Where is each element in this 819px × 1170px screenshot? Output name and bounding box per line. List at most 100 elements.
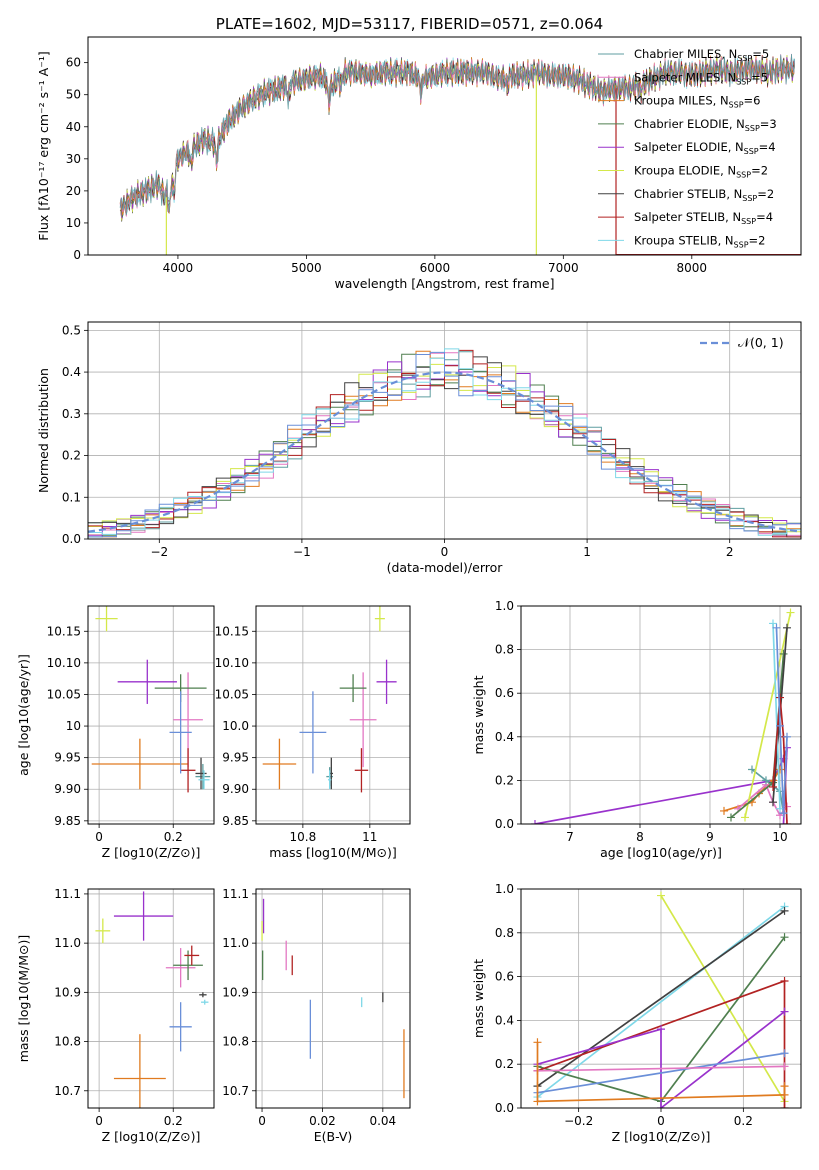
age_vs_mass-frame	[255, 605, 411, 825]
spectrum-ytick-label: 10	[66, 216, 81, 230]
legend-label-sub: SSP	[734, 240, 749, 249]
residuals-xtick-label: 2	[726, 545, 734, 559]
spectrum-xtick-label: 7000	[548, 261, 579, 275]
residuals-ytick-label: 0.1	[62, 490, 81, 504]
legend-label-tail: =6	[744, 94, 761, 108]
weight_vs_Z-line-8	[536, 1042, 786, 1103]
residuals-xtick-label: 0	[441, 545, 449, 559]
mass_vs_Z-xtick-label: 0	[95, 1114, 103, 1128]
mass_vs_ebv-ytick-label: 10.8	[222, 1035, 249, 1049]
spectrum-xtick-label: 4000	[163, 261, 194, 275]
weight_vs_age-line-7	[772, 623, 781, 809]
legend-label-tail: =5	[752, 47, 769, 61]
weight_vs_Z-xlabel: Z [log10(Z/Z⊙)]	[612, 1129, 711, 1144]
weight_vs_age-line-4	[744, 612, 792, 818]
age_vs_Z-ylabel: age [log10(age/yr)]	[16, 654, 31, 776]
weight_vs_Z-marker-8-0	[533, 1038, 542, 1047]
legend-label-6: Chabrier STELIB, NSSP=2	[634, 187, 774, 203]
page-title: PLATE=1602, MJD=53117, FIBERID=0571, z=0…	[216, 15, 603, 33]
legend-label-sub: SSP	[736, 77, 751, 86]
weight_vs_age-xtick-label: 10	[772, 830, 787, 844]
weight_vs_Z-ytick-label: 0.4	[495, 1013, 514, 1027]
mass_vs_ebv-plot	[261, 898, 405, 1099]
legend-label-main: Kroupa ELODIE, N	[634, 164, 736, 178]
weight_vs_age-marker-9-1	[776, 721, 784, 730]
legend-label-main: Kroupa STELIB, N	[634, 233, 734, 247]
weight_vs_age-marker-9-2	[779, 809, 788, 818]
age_vs_mass-ytick-label: 10.10	[215, 656, 249, 670]
weight_vs_age-axes: 7 8 9 10 0.0 0.2 0.4 0.6 0.8 1.0 age [log10(age/yr…	[471, 599, 802, 860]
age_vs_Z-axes: 0 0.2 9.85 9.90 9.95 10 10.05 10.10 10.15 Z [log1…	[16, 605, 215, 860]
legend-label-sub: SSP	[745, 124, 760, 133]
age_vs_Z-ytick-label: 10.05	[47, 687, 81, 701]
weight_vs_Z-marker-6-1	[780, 1049, 789, 1058]
weight_vs_Z-frame	[520, 888, 802, 1109]
weight_vs_Z-ytick-label: 0.0	[495, 1101, 514, 1115]
age_vs_mass-ytick-label: 9.95	[222, 751, 249, 765]
mass_vs_Z-ytick-label: 10.8	[54, 1035, 81, 1049]
weight_vs_Z-line-7	[537, 1065, 785, 1072]
legend-label-sub: SSP	[744, 147, 759, 156]
weight_vs_Z-line-2	[537, 910, 785, 1087]
weight_vs_age-marker-9-0	[772, 623, 781, 632]
weight_vs_age-ytick-label: 0.6	[495, 686, 514, 700]
weight_vs_age-marker-4-1	[786, 608, 795, 617]
legend-label-tail: =2	[751, 164, 768, 178]
weight_vs_Z-plot	[533, 891, 789, 1108]
legend-label-5: Kroupa ELODIE, NSSP=2	[634, 164, 768, 180]
weight_vs_age-marker-5-2	[779, 649, 788, 658]
residual-hist-9	[88, 351, 801, 538]
age_vs_Z-plot	[91, 606, 211, 793]
mass_vs_Z-ytick-label: 11.0	[54, 936, 81, 950]
weight_vs_age-frame	[520, 605, 802, 825]
spectrum-xtick-label: 5000	[291, 261, 322, 275]
age_vs_mass-ytick-label: 10.15	[215, 624, 249, 638]
mass_vs_ebv-xtick-label: 0	[258, 1114, 266, 1128]
mass_vs_ebv-ytick-label: 11.1	[222, 887, 249, 901]
weight_vs_age-marker-0-4	[779, 820, 788, 824]
legend-label-sub: SSP	[741, 217, 756, 226]
spectrum-ylabel: Flux [fλ10⁻¹⁷ erg cm⁻² s⁻¹ A⁻¹]	[36, 51, 51, 240]
mass_vs_Z-xtick-label: 0.2	[164, 1114, 183, 1128]
spectrum-xlabel: wavelength [Angstrom, rest frame]	[334, 276, 554, 291]
residuals-ylabel: Normed distribution	[36, 368, 51, 493]
weight_vs_Z-axes: −0.2 0 0.2 0.0 0.2 0.4 0.6 0.8 1.0 Z [log10(Z/Z⊙)…	[471, 882, 802, 1144]
spectrum-ytick-label: 0	[73, 248, 81, 262]
age_vs_mass-ytick-label: 9.90	[222, 782, 249, 796]
mass_vs_ebv-xtick-label: 0.02	[309, 1114, 336, 1128]
age_vs_mass-ytick-label: 10.0	[222, 719, 249, 733]
age_vs_Z-ytick-label: 10.15	[47, 624, 81, 638]
weight_vs_age-marker-8-0	[769, 782, 777, 791]
residuals-frame	[87, 321, 802, 540]
spectrum-xtick-label: 6000	[420, 261, 451, 275]
legend-label-sub: SSP	[736, 171, 751, 180]
weight_vs_Z-marker-4-2	[780, 1104, 789, 1108]
spectrum-plot	[119, 53, 801, 255]
mass_vs_ebv-ytick-label: 10.7	[222, 1084, 249, 1098]
mass_vs_ebv-ytick-label: 11.0	[222, 936, 249, 950]
weight_vs_age-marker-9-3	[783, 732, 791, 741]
residuals-xtick-label: 1	[583, 545, 591, 559]
gaussian-curve	[88, 371, 801, 533]
age_vs_mass-xlabel: mass [log10(M/M⊙)]	[269, 845, 397, 860]
legend-label-main: Chabrier MILES, N	[634, 47, 737, 61]
legend-label-main: Salpeter STELIB, N	[634, 210, 741, 224]
residuals-axes: −2 −1 0 1 2 0.0 0.1 0.2 0.3 0.4 0.5 (data-model)/er…	[36, 321, 802, 575]
mass_vs_Z-plot	[95, 891, 209, 1108]
legend-label-4: Salpeter ELODIE, NSSP=4	[634, 140, 776, 156]
mass_vs_Z-ytick-label: 10.9	[54, 985, 81, 999]
weight_vs_Z-ytick-label: 0.2	[495, 1057, 514, 1071]
age_vs_Z-xtick-label: 0.2	[164, 830, 183, 844]
weight_vs_Z-line-1	[536, 905, 786, 1098]
weight_vs_age-ytick-label: 0.0	[495, 817, 514, 831]
legend-label-tail: =2	[757, 187, 774, 201]
age_vs_Z-ytick-label: 9.85	[54, 814, 81, 828]
age_vs_mass-xtick-label: 11	[362, 830, 377, 844]
mass_vs_ebv-ytick-label: 10.9	[222, 985, 249, 999]
mass_vs_Z-xlabel: Z [log10(Z/Z⊙)]	[102, 1129, 201, 1144]
weight_vs_Z-marker-3-2	[780, 933, 789, 942]
legend-label-sub: SSP	[737, 54, 752, 63]
legend-label-main: Chabrier ELODIE, N	[634, 117, 745, 131]
residuals-ytick-label: 0.2	[62, 449, 81, 463]
